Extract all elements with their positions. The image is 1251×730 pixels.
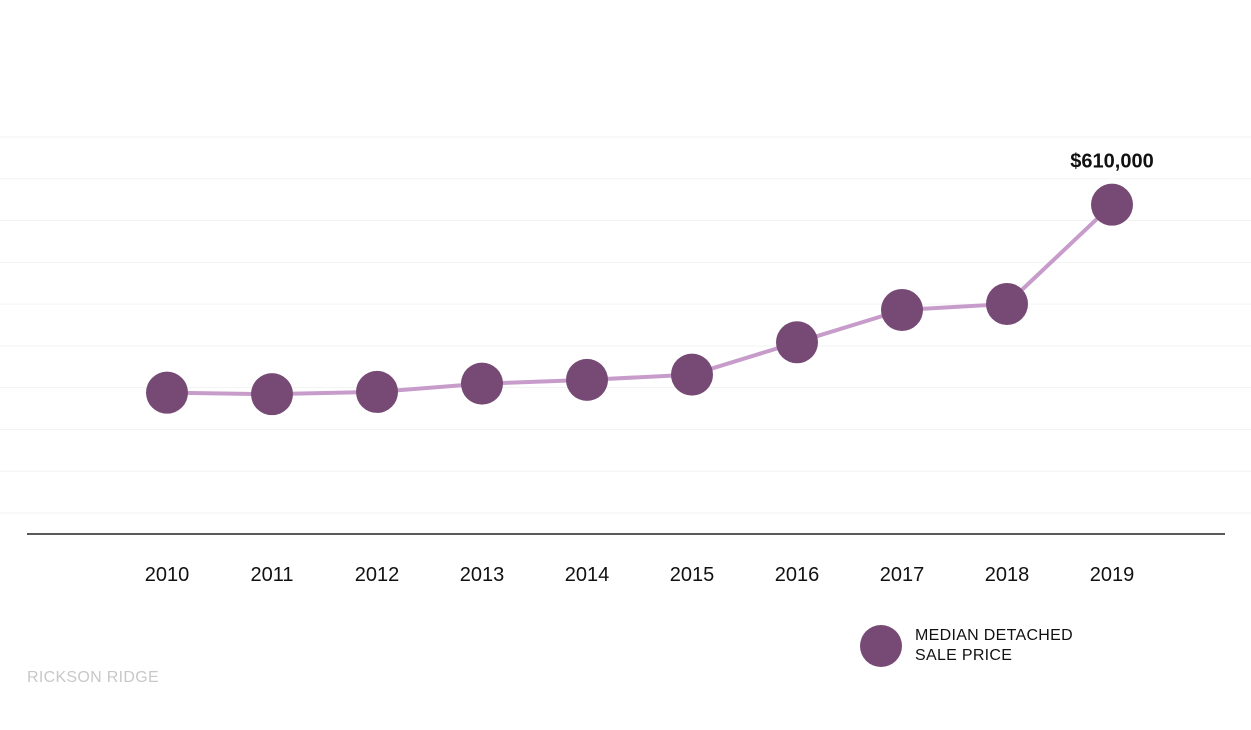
data-point-2017 bbox=[881, 288, 923, 331]
x-tick-label: 2012 bbox=[355, 564, 400, 586]
x-tick-label: 2010 bbox=[145, 564, 190, 586]
x-tick-labels: 2010 2011 2012 2013 2014 2015 2016 2017 2018 2019 bbox=[145, 564, 1135, 586]
x-tick-label: 2015 bbox=[670, 564, 715, 586]
x-tick-label: 2019 bbox=[1090, 564, 1135, 586]
x-tick-label: 2018 bbox=[985, 564, 1030, 586]
grid-lines bbox=[0, 136, 1251, 514]
data-point-2018 bbox=[986, 282, 1028, 325]
legend-label: MEDIAN DETACHED SALE PRICE bbox=[915, 626, 1095, 666]
data-point-2019 bbox=[1091, 183, 1133, 226]
data-point-2016 bbox=[776, 321, 818, 364]
x-tick-label: 2017 bbox=[880, 564, 925, 586]
brand-watermark: RICKSON RIDGE bbox=[27, 669, 159, 686]
data-point-2015 bbox=[671, 353, 713, 396]
data-point-2014 bbox=[566, 358, 608, 401]
data-markers bbox=[146, 183, 1133, 416]
data-label-value: $610,000 bbox=[1070, 151, 1153, 173]
legend-label-line1: MEDIAN DETACHED bbox=[915, 627, 1073, 644]
series-line bbox=[166, 203, 1114, 397]
data-point-2010 bbox=[146, 371, 188, 414]
legend: MEDIAN DETACHED SALE PRICE bbox=[860, 625, 1095, 667]
x-tick-label: 2016 bbox=[775, 564, 820, 586]
data-point-2012 bbox=[356, 370, 398, 413]
legend-label-line2: SALE PRICE bbox=[915, 647, 1013, 664]
x-tick-label: 2011 bbox=[250, 564, 293, 586]
x-tick-label: 2014 bbox=[565, 564, 610, 586]
legend-marker-icon bbox=[860, 625, 902, 667]
data-point-2013 bbox=[461, 362, 503, 405]
x-tick-label: 2013 bbox=[460, 564, 505, 586]
data-labels: $610,000 bbox=[1070, 151, 1153, 173]
data-point-2011 bbox=[251, 373, 293, 416]
